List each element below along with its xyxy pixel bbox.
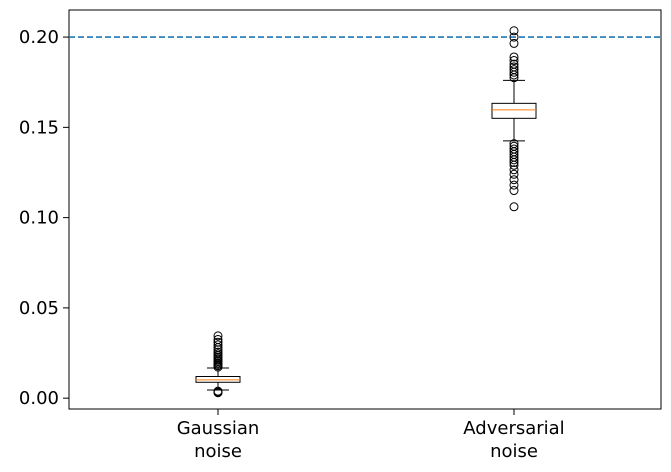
outlier-point: [509, 56, 519, 66]
x-category-label-line2: noise: [194, 441, 242, 462]
outlier-point: [213, 334, 223, 344]
outlier-point: [509, 165, 519, 175]
outlier-point: [509, 59, 519, 69]
outlier-point: [509, 186, 519, 196]
y-tick-label: 0.20: [19, 27, 59, 48]
outlier-point: [213, 386, 223, 396]
outlier-point: [213, 337, 223, 347]
outlier-point: [213, 347, 223, 357]
box-group: [195, 331, 241, 398]
x-category-label-line1: Gaussian: [177, 418, 260, 439]
outlier-point: [509, 144, 519, 154]
outlier-point: [509, 26, 519, 36]
outlier-point: [509, 38, 519, 48]
outlier-point: [509, 141, 519, 151]
outlier-point: [509, 202, 519, 212]
outlier-point: [213, 340, 223, 350]
outlier-point: [509, 139, 519, 149]
plot-area-frame: [68, 9, 662, 410]
box-iqr: [491, 102, 537, 119]
box-group: [491, 26, 537, 212]
y-tick-label: 0.10: [19, 208, 59, 229]
outlier-point: [509, 169, 519, 179]
box-iqr: [195, 376, 241, 383]
outlier-point: [509, 175, 519, 185]
x-category-label-line2: noise: [490, 441, 538, 462]
y-tick-label: 0.15: [19, 117, 59, 138]
outlier-point: [213, 331, 223, 341]
y-tick-label: 0.05: [19, 298, 59, 319]
y-tick-label: 0.00: [19, 388, 59, 409]
x-category-label-line1: Adversarial: [463, 418, 564, 439]
y-axis: 0.00 0.05 0.10 0.15 0.20: [19, 27, 69, 409]
outlier-point: [509, 180, 519, 190]
boxes-group: [195, 26, 537, 398]
outlier-point: [509, 52, 519, 62]
outlier-point: [509, 32, 519, 42]
outlier-point: [509, 65, 519, 75]
outlier-point: [509, 62, 519, 72]
